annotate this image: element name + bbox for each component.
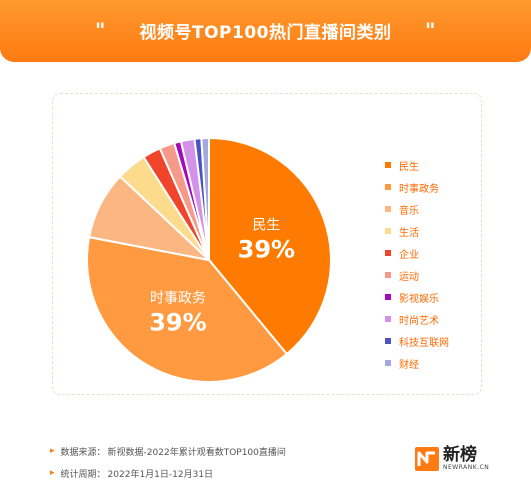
period-value: 2022年1月1日-12月31日: [107, 469, 214, 480]
logo-name-cn: 新榜: [443, 445, 477, 465]
legend-item-6: 影视娱乐: [385, 286, 449, 308]
chart-legend: 民生时事政务音乐生活企业运动影视娱乐时尚艺术科技互联网财经: [385, 154, 449, 374]
pie-slices: [86, 136, 332, 383]
legend-label: 企业: [399, 249, 419, 261]
legend-label: 科技互联网: [399, 337, 449, 349]
legend-item-0: 民生: [385, 154, 449, 176]
newrank-logo-icon: [415, 446, 439, 471]
quote-left-icon: ": [95, 18, 106, 42]
pie-slice-0: [208, 136, 332, 356]
legend-item-7: 时尚艺术: [385, 308, 449, 330]
data-label-name-1: 时事政务: [150, 291, 206, 307]
legend-item-5: 运动: [385, 264, 449, 286]
bullet-icon: ▸: [50, 446, 55, 456]
footer-period: ▸ 统计周期： 2022年1月1日-12月31日: [50, 462, 286, 484]
quote-right-icon: ": [425, 18, 436, 42]
logo-name-en: NEWRANK.CN: [443, 464, 490, 471]
legend-label: 运动: [399, 271, 419, 283]
pie-data-labels: 民生 39% 时事政务 39%: [149, 217, 295, 336]
legend-item-9: 财经: [385, 352, 449, 374]
legend-swatch: [385, 338, 391, 344]
bullet-icon: ▸: [50, 468, 55, 478]
legend-swatch: [385, 162, 391, 168]
legend-item-3: 生活: [385, 220, 449, 242]
footer-source: ▸ 数据来源： 新视数据-2022年累计观看数TOP100直播间: [50, 440, 286, 462]
legend-item-8: 科技互联网: [385, 330, 449, 352]
legend-label: 财经: [399, 359, 419, 371]
legend-swatch: [385, 184, 391, 190]
chart-title: 视频号TOP100热门直播间类别: [139, 23, 392, 43]
legend-swatch: [385, 272, 391, 278]
legend-label: 时事政务: [399, 183, 439, 195]
data-label-name-0: 民生: [252, 217, 280, 233]
data-label-value-0: 39%: [238, 235, 295, 263]
legend-swatch: [385, 250, 391, 256]
newrank-logo: 新榜 NEWRANK.CN: [415, 446, 489, 471]
pie-slice-9: [200, 136, 210, 261]
source-label: 数据来源：: [60, 447, 106, 458]
source-value: 新视数据-2022年累计观看数TOP100直播间: [107, 447, 286, 458]
legend-swatch: [385, 228, 391, 234]
legend-item-4: 企业: [385, 242, 449, 264]
pie-slice-1: [86, 235, 289, 383]
legend-label: 影视娱乐: [399, 293, 439, 305]
legend-swatch: [385, 206, 391, 212]
legend-swatch: [385, 294, 391, 300]
chart-card: [52, 93, 482, 395]
legend-swatch: [385, 360, 391, 366]
legend-label: 音乐: [399, 205, 419, 217]
legend-item-1: 时事政务: [385, 176, 449, 198]
legend-label: 时尚艺术: [399, 315, 439, 327]
legend-swatch: [385, 316, 391, 322]
data-label-value-1: 39%: [149, 309, 206, 337]
header-banner: " 视频号TOP100热门直播间类别 ": [0, 0, 531, 62]
legend-item-2: 音乐: [385, 198, 449, 220]
period-label: 统计周期：: [60, 469, 106, 480]
legend-label: 生活: [399, 227, 419, 239]
footer-notes: ▸ 数据来源： 新视数据-2022年累计观看数TOP100直播间 ▸ 统计周期：…: [50, 440, 286, 484]
legend-label: 民生: [399, 161, 419, 173]
